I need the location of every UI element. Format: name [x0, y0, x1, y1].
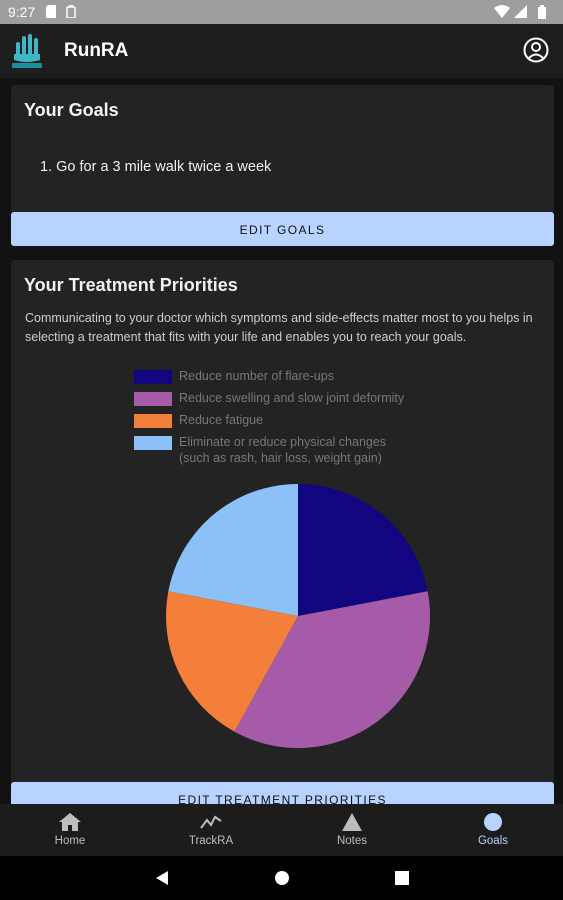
pie-slice — [298, 484, 428, 616]
home-icon — [59, 813, 81, 831]
cleanup-icon — [66, 5, 76, 18]
app-bar: RunRA — [0, 24, 563, 78]
priorities-pie-chart — [166, 484, 431, 748]
legend-label: Reduce fatigue — [179, 413, 264, 427]
goal-item: 1. Go for a 3 mile walk twice a week — [40, 159, 272, 175]
priorities-heading: Your Treatment Priorities — [24, 275, 238, 295]
nav-label: Home — [54, 835, 86, 847]
runra-logo-icon — [12, 34, 42, 68]
nav-label: Goals — [477, 835, 509, 847]
nav-trackra[interactable]: TrackRA — [141, 804, 281, 856]
nav-label: TrackRA — [188, 835, 234, 847]
system-nav-bar — [0, 856, 563, 900]
status-time: 9:27 — [8, 4, 36, 20]
goals-heading: Your Goals — [24, 100, 119, 120]
legend-label-sub: (such as rash, hair loss, weight gain) — [179, 451, 382, 465]
trend-icon — [200, 815, 222, 829]
legend-swatch — [134, 392, 172, 406]
triangle-icon — [342, 813, 362, 831]
edit-treatment-priorities-button[interactable]: EDIT TREATMENT PRIORITIES — [11, 782, 554, 804]
content-area[interactable]: Your Goals 1. Go for a 3 mile walk twice… — [0, 78, 563, 804]
circle-icon — [484, 813, 502, 831]
edit-goals-button[interactable]: EDIT GOALS — [11, 212, 554, 246]
legend-label: Eliminate or reduce physical changes — [179, 435, 387, 449]
app-title: RunRA — [64, 40, 129, 61]
sd-card-icon — [46, 5, 56, 18]
legend-swatch — [134, 370, 172, 384]
home-button-icon[interactable] — [274, 870, 290, 886]
priorities-description: Communicating to your doctor which sympt… — [25, 311, 533, 344]
legend-swatch — [134, 436, 172, 450]
nav-goals[interactable]: Goals — [423, 804, 563, 856]
bottom-nav: Home TrackRA Notes Goals — [0, 804, 563, 856]
status-bar: 9:27 — [0, 0, 563, 24]
nav-notes[interactable]: Notes — [282, 804, 422, 856]
legend-label: Reduce swelling and slow joint deformity — [179, 391, 405, 405]
wifi-icon — [494, 5, 510, 18]
nav-label: Notes — [336, 835, 368, 847]
account-icon[interactable] — [523, 37, 549, 63]
recents-icon[interactable] — [394, 870, 410, 886]
pie-slice — [166, 591, 298, 732]
nav-home[interactable]: Home — [0, 804, 140, 856]
back-icon[interactable] — [154, 870, 170, 886]
pie-slice — [234, 591, 431, 748]
battery-icon — [538, 5, 546, 19]
signal-icon — [514, 5, 527, 18]
goals-card: Your Goals 1. Go for a 3 mile walk twice… — [11, 85, 554, 213]
pie-slice — [168, 484, 298, 616]
legend-label: Reduce number of flare-ups — [179, 369, 334, 383]
legend-swatch — [134, 414, 172, 428]
